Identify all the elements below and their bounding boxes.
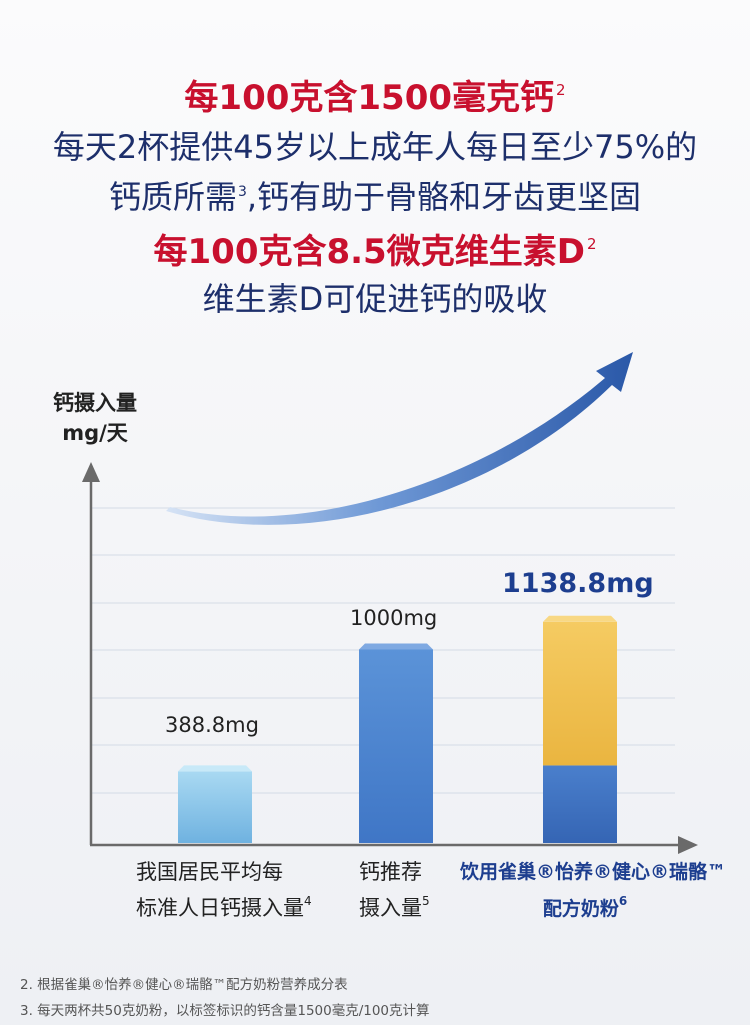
bar-formula-intake-added [543, 621, 617, 766]
headline-daily-supply: 每天2杯提供45岁以上成年人每日至少75%的 [52, 128, 698, 166]
y-axis-title: 钙摄入量 mg/天 [53, 391, 137, 445]
x-axis-arrowhead [678, 836, 698, 854]
footnote-3: 3. 每天两杯共50克奶粉，以标签标识的钙含量1500毫克/100克计算 [20, 1003, 430, 1019]
footnote-2: 2. 根据雀巢®怡养®健心®瑞骼™配方奶粉营养成分表 [20, 977, 348, 993]
bar-average-intake-cap [178, 765, 252, 772]
headline-calcium-content: 每100克含1500毫克钙 2 [184, 78, 566, 118]
y-axis-arrowhead [82, 462, 100, 482]
value-label-average-intake: 388.8mg [165, 713, 259, 738]
value-label-formula-intake: 1138.8mg [502, 567, 654, 599]
bar-formula-intake-base [543, 765, 617, 843]
bar-recommended-intake-cap [359, 643, 433, 650]
category-label-formula-intake: 饮用雀巢®怡养®健心®瑞骼™ 配方奶粉6 [460, 861, 727, 920]
category-label-average-intake: 我国居民平均每 标准人日钙摄入量4 [136, 860, 312, 920]
headline-vitamin-d-absorption: 维生素D可促进钙的吸收 [202, 280, 548, 318]
bar-formula-intake-cap [543, 615, 617, 622]
bar-average-intake [178, 771, 252, 843]
value-label-recommended-intake: 1000mg [350, 605, 438, 630]
category-label-recommended-intake: 钙推荐 摄入量5 [359, 860, 430, 920]
headline-calcium-need: 钙质所需3,钙有助于骨骼和牙齿更坚固 [108, 178, 642, 216]
trend-arrow-icon [166, 352, 633, 525]
bar-recommended-intake [359, 649, 433, 843]
headline-vitamin-d-content: 每100克含8.5微克维生素D 2 [153, 232, 597, 272]
